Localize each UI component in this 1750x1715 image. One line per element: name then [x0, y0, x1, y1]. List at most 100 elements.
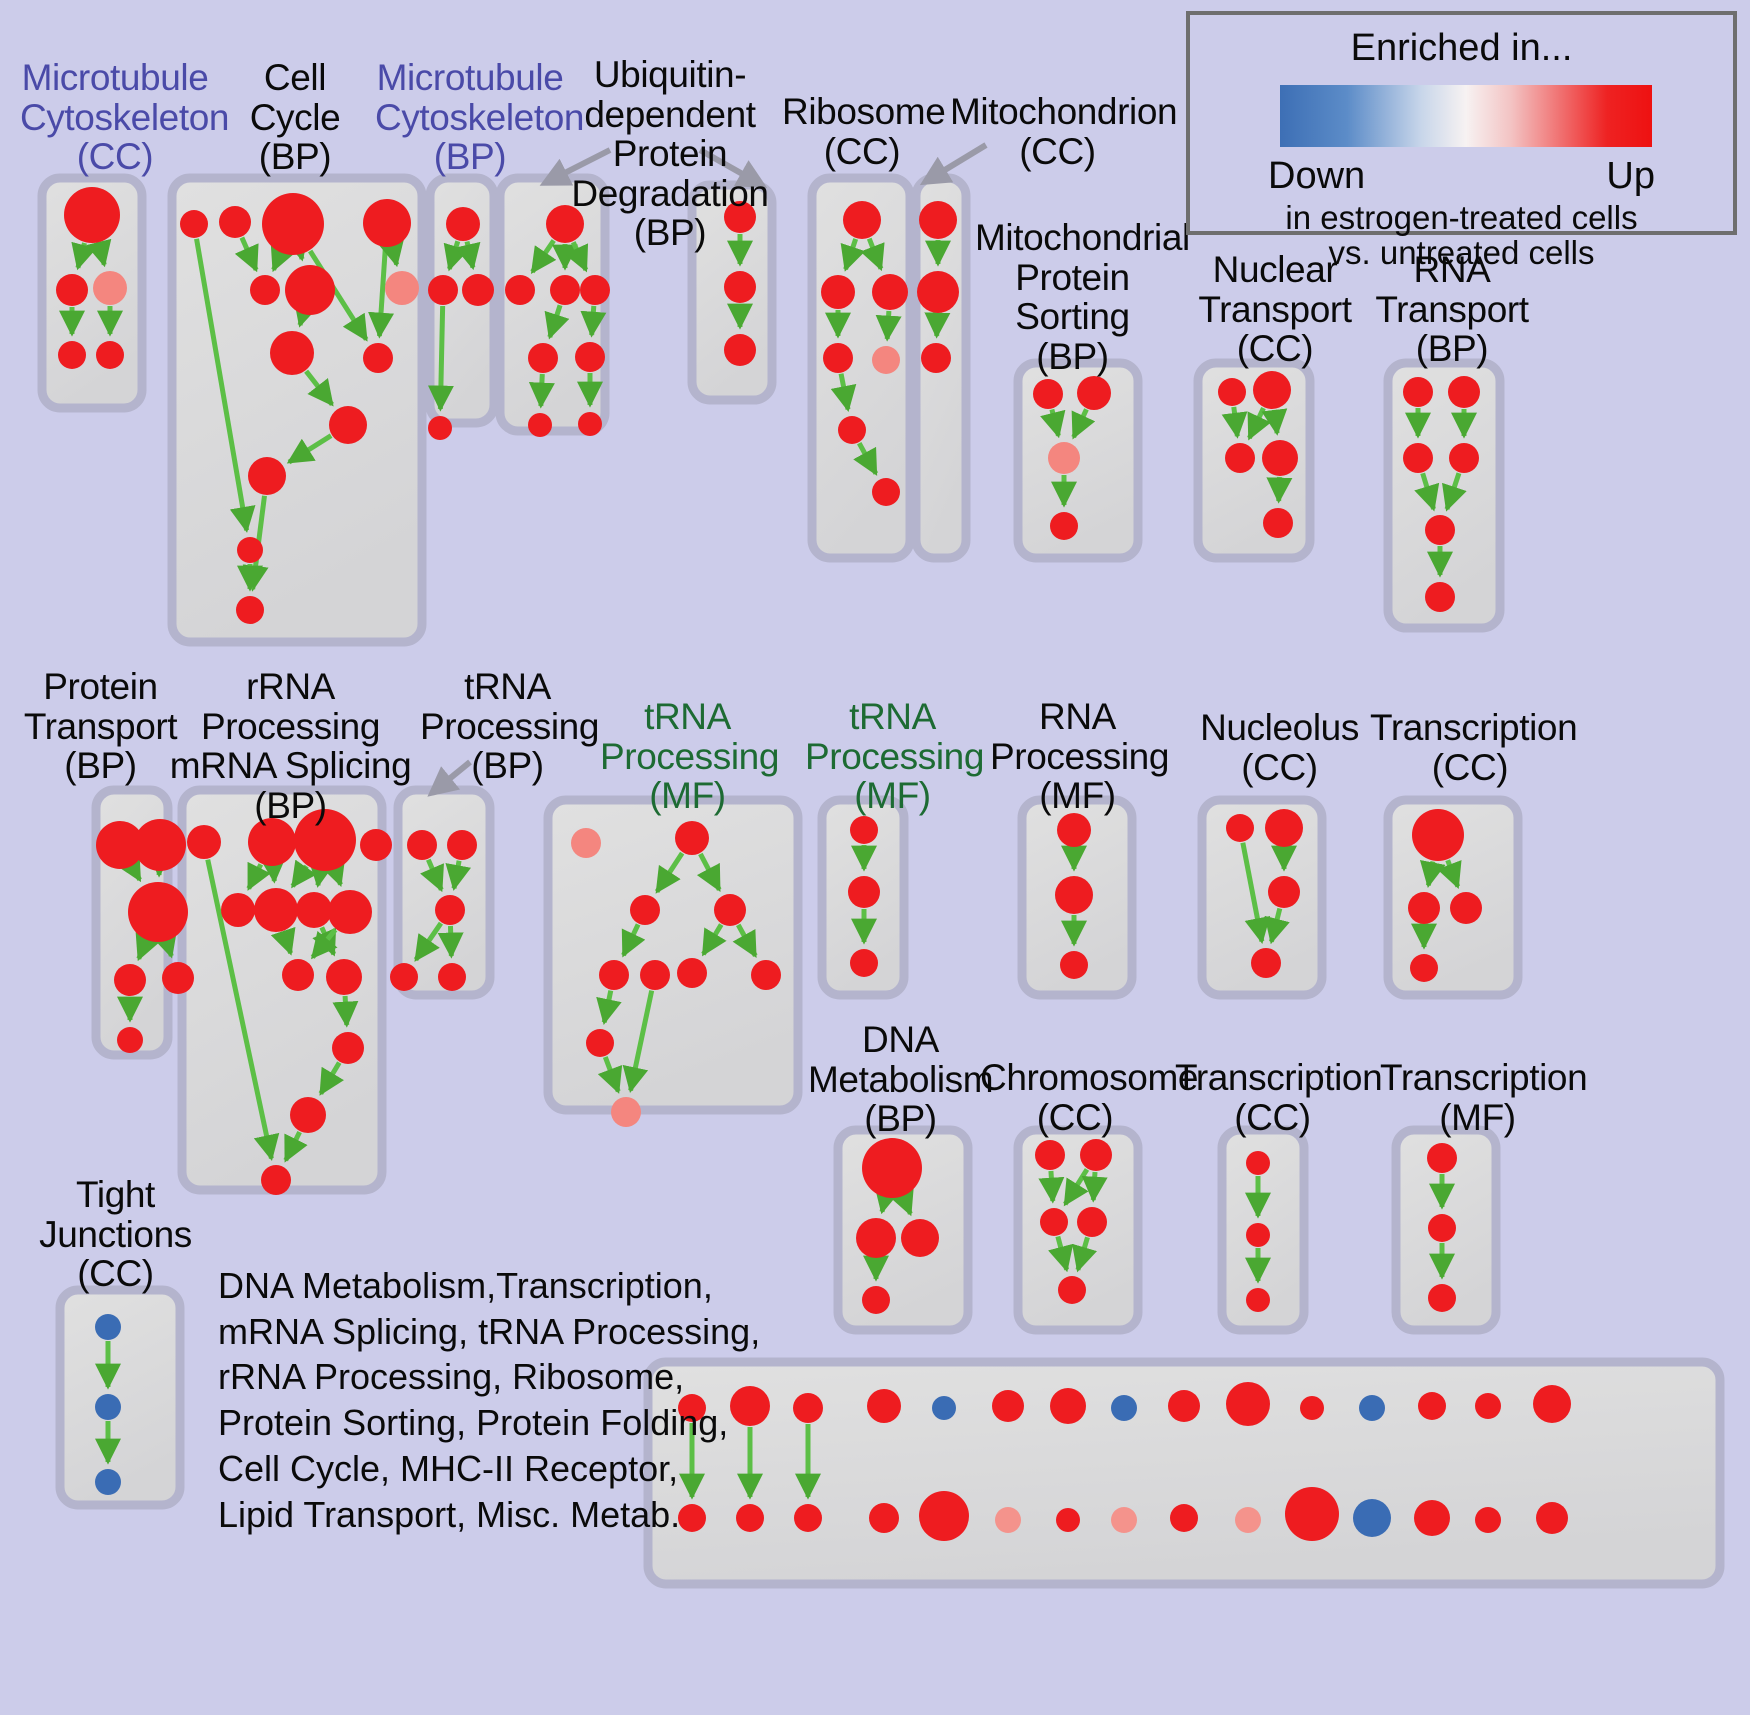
graph-edge — [1048, 1235, 1074, 1273]
graph-edge — [1247, 407, 1272, 441]
graph-node — [546, 205, 584, 243]
graph-node — [919, 201, 957, 239]
graph-edge — [455, 240, 481, 271]
legend-colorbar — [1280, 85, 1652, 147]
graph-node — [1251, 948, 1281, 978]
graph-node — [1425, 582, 1455, 612]
graph-node — [294, 809, 356, 871]
graph-node — [751, 960, 781, 990]
graph-edge — [924, 312, 951, 339]
graph-node — [724, 271, 756, 303]
graph-node — [326, 959, 362, 995]
graph-edge — [1072, 1236, 1097, 1273]
graph-node — [1226, 814, 1254, 842]
graph-node — [407, 830, 437, 860]
graph-node — [1077, 1207, 1107, 1237]
graph-node — [1428, 1214, 1456, 1242]
graph-edge — [1442, 472, 1467, 512]
graph-node — [1425, 515, 1455, 545]
graph-edge — [1038, 1170, 1065, 1204]
graph-edge — [205, 859, 280, 1162]
graph-edge — [152, 929, 177, 959]
graph-node — [363, 199, 411, 247]
cluster-label-tight-junctions-cc: Tight Junctions (CC) — [39, 1174, 192, 1295]
graph-node — [93, 271, 127, 305]
graph-edge — [437, 925, 464, 959]
cluster-box — [807, 173, 915, 563]
cluster-label-nucleolus-cc: Nucleolus (CC) — [1200, 707, 1359, 788]
graph-node — [867, 1389, 901, 1423]
graph-node — [1057, 813, 1091, 847]
graph-edge — [1071, 408, 1096, 440]
graph-node — [856, 1218, 896, 1258]
graph-node — [1246, 1223, 1270, 1247]
graph-node — [1225, 443, 1255, 473]
graph-edge — [1266, 476, 1293, 504]
graph-node — [794, 1504, 822, 1532]
graph-node — [1168, 1390, 1200, 1422]
graph-edge — [308, 249, 369, 342]
graph-edge — [116, 853, 142, 883]
graph-node — [390, 963, 418, 991]
arrow-to-microtubule-bp-icon — [539, 147, 612, 186]
legend-up-label: Up — [1606, 155, 1655, 197]
graph-node — [932, 1396, 956, 1420]
graph-node — [95, 1394, 121, 1420]
graph-edge — [318, 1061, 344, 1096]
graph-node — [1263, 508, 1293, 538]
graph-edge — [332, 995, 359, 1028]
graph-edge — [270, 926, 296, 956]
graph-node — [1448, 376, 1480, 408]
cluster-label-dna-metabolism-bp: DNA Metabolism (BP) — [808, 1019, 994, 1140]
graph-node — [270, 331, 314, 375]
graph-node — [114, 964, 146, 996]
graph-edge — [732, 923, 758, 959]
graph-edge — [580, 305, 607, 338]
graph-node — [187, 825, 221, 859]
graph-node — [505, 275, 535, 305]
graph-node — [1111, 1507, 1137, 1533]
graph-node — [329, 406, 367, 444]
graph-edge — [320, 858, 346, 888]
graph-node — [724, 201, 756, 233]
graph-edge — [596, 990, 622, 1025]
graph-node — [447, 830, 477, 860]
graph-edge — [1437, 859, 1462, 889]
graph-edge — [310, 928, 338, 960]
graph-edge — [696, 852, 722, 892]
graph-edge — [270, 243, 295, 273]
cluster-label-transcription-mf: Transcription (MF) — [1380, 1057, 1588, 1138]
graph-node — [714, 894, 746, 926]
graph-node — [550, 275, 580, 305]
graph-node — [254, 888, 298, 932]
graph-node — [578, 412, 602, 436]
graph-node — [221, 893, 255, 927]
graph-node — [1268, 876, 1300, 908]
graph-node — [117, 1027, 143, 1053]
graph-edge — [304, 369, 335, 407]
graph-node — [611, 1097, 641, 1127]
graph-node — [248, 457, 286, 495]
graph-node — [360, 829, 392, 861]
graph-node — [872, 346, 900, 374]
graph-node — [862, 1138, 922, 1198]
cluster-label-rrna-processing-mrna-splicing-bp: rRNA Processing mRNA Splicing (BP) — [169, 666, 412, 826]
graph-node — [438, 963, 466, 991]
graph-node — [134, 819, 186, 871]
graph-node — [675, 821, 709, 855]
graph-node — [678, 1394, 706, 1422]
cluster-box — [425, 173, 499, 428]
graph-edge — [1063, 1168, 1090, 1207]
cluster-label-rna-processing-mf: RNA Processing (MF) — [990, 696, 1170, 817]
graph-node — [571, 828, 601, 858]
cluster-label-transcription-cc-top: Transcription (CC) — [1370, 707, 1578, 788]
graph-node — [586, 1029, 614, 1057]
graph-node — [1427, 1143, 1457, 1173]
graph-node — [1265, 809, 1303, 847]
graph-node — [58, 341, 86, 369]
graph-node — [1058, 1276, 1086, 1304]
graph-node — [1428, 1284, 1456, 1312]
legend-panel: Enriched in... Down Up in estrogen-treat… — [1186, 11, 1737, 270]
graph-edge — [530, 239, 557, 274]
